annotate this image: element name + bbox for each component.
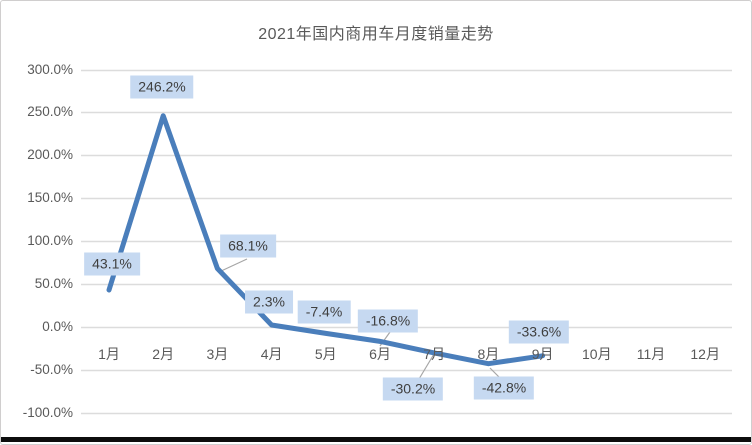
y-axis-tick-label: 50.0% <box>34 276 73 292</box>
y-axis-tick-label: -100.0% <box>22 404 73 420</box>
x-axis-category-label: 11月 <box>636 346 666 362</box>
data-label: 2.3% <box>245 290 293 314</box>
y-axis-tick-label: 100.0% <box>27 233 73 249</box>
chart-title: 2021年国内商用车月度销量走势 <box>258 26 494 43</box>
x-axis-category-label: 1月 <box>98 346 120 362</box>
x-axis-category-label: 12月 <box>690 346 720 362</box>
x-axis-category-label: 4月 <box>260 346 283 362</box>
x-axis-category-label: 9月 <box>531 346 554 362</box>
x-axis-category-label: 3月 <box>206 346 229 362</box>
y-axis-tick-label: -50.0% <box>30 361 73 377</box>
x-axis-category-label: 5月 <box>314 346 337 362</box>
data-label: 246.2% <box>130 75 194 99</box>
data-label: -7.4% <box>297 300 351 324</box>
y-axis-tick-label: 200.0% <box>27 147 73 163</box>
data-label: -16.8% <box>357 309 419 333</box>
data-label: -33.6% <box>508 320 570 344</box>
data-label: 43.1% <box>84 252 140 276</box>
y-axis-tick-label: 0.0% <box>42 319 73 334</box>
y-axis-tick-label: 250.0% <box>27 104 73 120</box>
bottom-border-bar <box>1 437 751 442</box>
data-label: 68.1% <box>220 234 276 258</box>
label-leader-line <box>218 258 248 273</box>
data-label: -30.2% <box>382 377 444 401</box>
label-leader-line <box>418 353 435 380</box>
y-axis-tick-label: 300.0% <box>27 61 73 77</box>
x-axis-category-label: 6月 <box>369 346 391 362</box>
series-line <box>106 113 546 367</box>
x-axis-category-label: 7月 <box>423 346 446 362</box>
x-axis-category-label: 10月 <box>582 346 612 362</box>
x-axis-category-label: 8月 <box>477 346 500 362</box>
y-axis-tick-label: 150.0% <box>27 190 73 206</box>
data-label: -42.8% <box>473 376 535 400</box>
x-axis-category-label: 2月 <box>152 346 175 362</box>
label-leader-line <box>489 367 501 379</box>
